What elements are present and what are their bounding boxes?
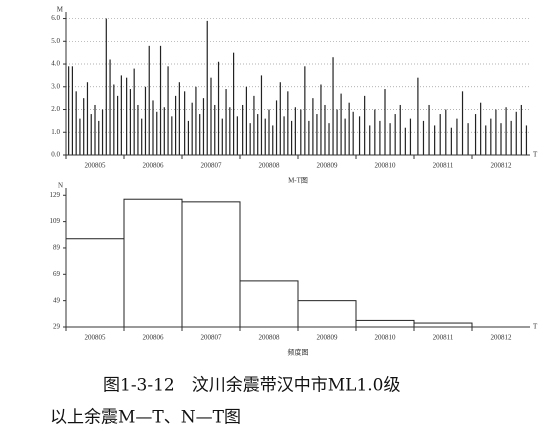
- y-tick-label: 2.0: [51, 105, 60, 113]
- y-tick-label: 6.0: [51, 14, 60, 22]
- x-tick-label: 200810: [375, 162, 397, 170]
- x-tick-label: 200807: [201, 162, 223, 170]
- caption-line: 图1-3-12 汶川余震带汉中市ML1.0级: [103, 376, 400, 396]
- x-tick-label: 200806: [143, 162, 165, 170]
- x-tick-label: 200811: [433, 334, 454, 342]
- y-tick-label: 1.0: [51, 128, 60, 136]
- y-axis-label: M: [57, 6, 64, 14]
- y-tick-label: 49: [53, 296, 61, 304]
- x-tick-label: 200807: [201, 334, 223, 342]
- x-tick-label: 200812: [491, 162, 513, 170]
- caption-line: 以上余震M—T、N—T图: [50, 408, 241, 428]
- y-tick-label: 0.0: [51, 151, 60, 159]
- x-tick-label: 200810: [375, 334, 397, 342]
- chart-title: M-T图: [288, 177, 308, 185]
- bar: [181, 201, 241, 328]
- bar: [297, 300, 357, 328]
- y-tick-label: 129: [50, 191, 61, 199]
- y-tick-label: 29: [53, 323, 61, 331]
- y-tick-label: 4.0: [51, 60, 60, 68]
- x-tick-label: 200806: [143, 334, 165, 342]
- x-tick-label: 200805: [85, 334, 107, 342]
- bar: [65, 238, 125, 328]
- bar: [239, 280, 299, 328]
- bar: [355, 319, 415, 328]
- x-tick-label: 200809: [317, 162, 339, 170]
- y-tick-label: 5.0: [51, 37, 60, 45]
- y-tick-label: 89: [53, 244, 61, 252]
- bar: [413, 322, 473, 328]
- bar: [123, 198, 183, 328]
- y-tick-label: 109: [50, 217, 61, 225]
- x-tick-label: 200812: [491, 334, 513, 342]
- x-tick-label: 200808: [259, 334, 281, 342]
- chart-title: 频度图: [288, 348, 309, 357]
- x-tick-label: 200809: [317, 334, 339, 342]
- y-tick-label: 3.0: [51, 82, 60, 90]
- x-axis-label: T: [533, 323, 538, 331]
- x-tick-label: 200805: [85, 162, 107, 170]
- x-tick-label: 200808: [259, 162, 281, 170]
- y-tick-label: 69: [53, 270, 61, 278]
- x-axis-label: T: [533, 151, 538, 159]
- y-axis-label: N: [58, 182, 63, 190]
- x-tick-label: 200811: [433, 162, 454, 170]
